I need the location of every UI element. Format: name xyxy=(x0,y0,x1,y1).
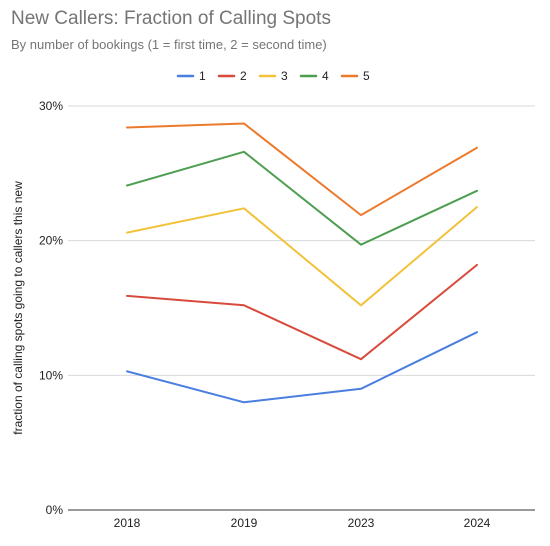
series-line-1 xyxy=(126,331,478,404)
x-tick-label: 2024 xyxy=(464,516,491,530)
legend-label-5: 5 xyxy=(363,69,370,83)
y-tick-label: 0% xyxy=(46,503,64,517)
series-line-2 xyxy=(126,263,478,361)
y-axis-ticks: 0% 10% 20% 30% xyxy=(39,99,63,517)
y-axis-label: fraction of calling spots going to calle… xyxy=(11,181,25,435)
series-lines xyxy=(126,122,478,404)
legend-label-4: 4 xyxy=(322,69,329,83)
gridlines xyxy=(68,105,535,511)
x-axis-ticks: 2018 2019 2023 2024 xyxy=(114,516,491,530)
chart-subtitle: By number of bookings (1 = first time, 2… xyxy=(11,37,327,52)
series-line-5 xyxy=(126,122,478,217)
legend-label-1: 1 xyxy=(199,69,206,83)
legend-label-2: 2 xyxy=(240,69,247,83)
y-tick-label: 10% xyxy=(39,368,63,382)
legend: 1 2 3 4 5 xyxy=(176,69,370,83)
x-tick-label: 2019 xyxy=(231,516,258,530)
x-tick-label: 2023 xyxy=(348,516,375,530)
legend-label-3: 3 xyxy=(281,69,288,83)
series-line-4 xyxy=(126,150,478,246)
chart-title: New Callers: Fraction of Calling Spots xyxy=(11,8,331,29)
x-tick-label: 2018 xyxy=(114,516,141,530)
series-line-3 xyxy=(126,206,478,307)
y-tick-label: 30% xyxy=(39,99,63,113)
y-tick-label: 20% xyxy=(39,234,63,248)
